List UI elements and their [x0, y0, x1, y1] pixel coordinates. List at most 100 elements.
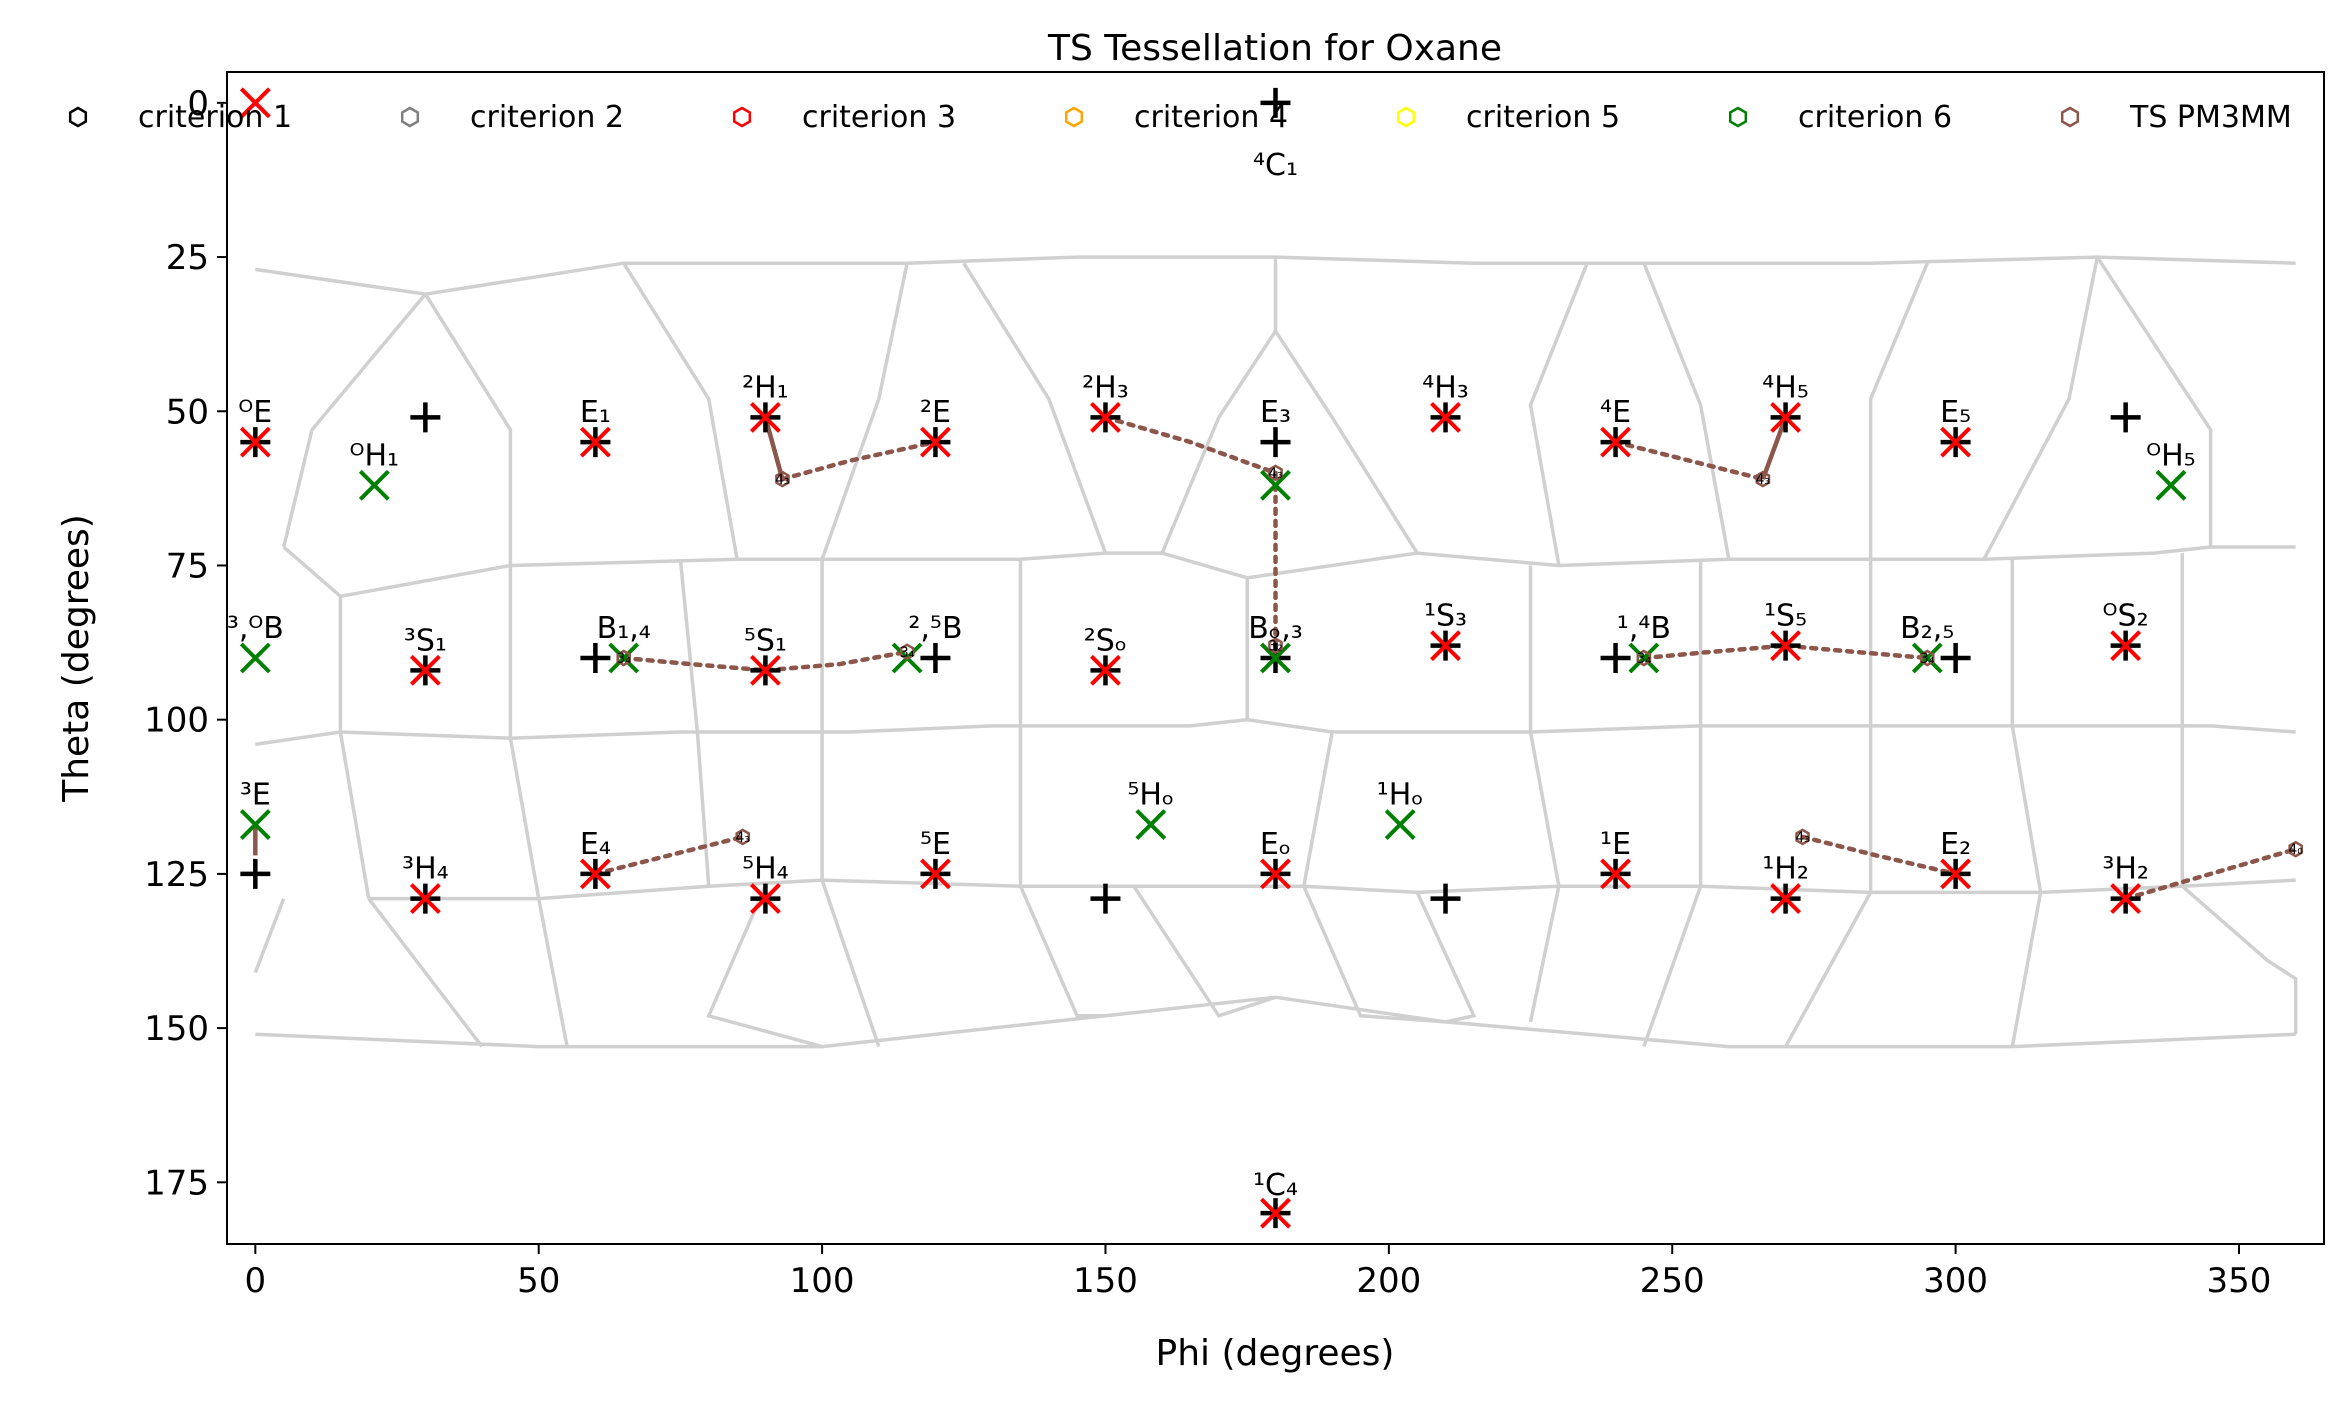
tessellation-edge: [1018, 885, 1106, 1018]
y-tick-label: 75: [166, 546, 209, 586]
point-label: ²Sₒ: [1084, 623, 1127, 658]
tessellation-edge: [2010, 892, 2043, 1047]
point-label: ⁴C₁: [1253, 148, 1298, 183]
ts-marker-label: 3₄: [1637, 651, 1652, 667]
red-x-marker: [1770, 402, 1801, 433]
x-tick-label: 150: [1073, 1261, 1138, 1301]
point-label: ¹,⁴B: [1617, 611, 1671, 646]
point-label: Eₒ: [1260, 827, 1291, 862]
ts-hexagon-marker: [899, 643, 915, 661]
green-x-marker: [358, 469, 390, 501]
tessellation-edge: [367, 897, 484, 1048]
ts-path-solid: [1760, 416, 1788, 480]
point-label: ³H₄: [402, 852, 449, 887]
y-tick-label: 50: [166, 392, 209, 432]
red-x-marker: [579, 858, 611, 890]
green-x-marker: [1135, 809, 1167, 840]
ts-marker-label: 4₀: [2288, 842, 2303, 858]
red-x-marker: [750, 654, 781, 686]
ts-path-solid: [763, 416, 785, 480]
tessellation-edge: [1302, 731, 1334, 887]
ts-marker-label: 4₃: [735, 830, 750, 846]
red-x-marker: [2110, 883, 2142, 914]
ts-path-dotted: [1613, 439, 1766, 482]
y-axis-label: Theta (degrees): [56, 514, 97, 803]
tessellation-edge: [820, 879, 881, 1048]
point-label: E₂: [1940, 827, 1971, 862]
red-x-marker: [579, 426, 611, 458]
ts-hexagon-marker: [1795, 828, 1810, 846]
x-tick-label: 200: [1356, 1261, 1421, 1301]
tessellation-edge: [678, 559, 711, 887]
point-label: ⁴E: [1600, 395, 1631, 430]
reference-plus-marker: [1090, 883, 1121, 914]
point-label: ²E: [920, 395, 951, 430]
red-x-marker: [1600, 858, 1631, 890]
reference-plus-marker: [1260, 427, 1291, 458]
point-label: ⁵E: [920, 827, 951, 862]
ts-marker-label: 3₄: [616, 651, 631, 667]
red-x-marker: [1600, 426, 1631, 458]
ts-marker-label: 4₃: [1795, 830, 1810, 846]
tessellation-edge: [1528, 885, 1561, 1023]
legend-hexagon-icon: [732, 106, 752, 128]
legend-label: criterion 4: [1134, 100, 1288, 135]
red-x-marker: [1090, 402, 1121, 433]
red-x-marker: [1940, 426, 1972, 458]
point-label: ¹H₂: [1762, 852, 1809, 887]
ts-hexagon-marker: [775, 470, 790, 488]
tessellation-edge: [1415, 891, 1477, 1024]
reference-plus-marker: [1600, 643, 1631, 673]
legend-label: criterion 2: [470, 100, 624, 135]
legend: criterion 1 criterion 2 criterion 3 criteri…: [68, 100, 2292, 135]
tessellation-edge: [2010, 559, 2043, 893]
tessellation-edge: [253, 897, 286, 974]
green-x-marker: [1260, 642, 1291, 674]
x-tick-label: 250: [1640, 1261, 1705, 1301]
reference-plus-marker: [2110, 402, 2141, 433]
tessellation-layer: [253, 255, 2298, 1049]
point-label: ⁴H₅: [1762, 370, 1809, 405]
red-x-marker: [920, 858, 951, 890]
point-label: ³H₂: [2102, 852, 2149, 887]
tessellation-edge: [1982, 256, 2100, 561]
tessellation-edge: [423, 293, 513, 566]
x-tick-label: 300: [1923, 1261, 1988, 1301]
legend-hexagon-icon: [2060, 106, 2080, 128]
red-x-marker: [1260, 1197, 1291, 1229]
red-x-marker: [1770, 630, 1801, 662]
point-label: ⁵H₄: [742, 852, 789, 887]
tessellation-edge: [1528, 565, 1561, 887]
tessellation-edge: [338, 596, 371, 899]
red-x-marker: [750, 402, 781, 433]
point-label: Bₒ,₃: [1248, 611, 1303, 646]
ts-path-dotted: [1103, 415, 1278, 476]
point-label: ¹E: [1600, 827, 1631, 862]
point-label-layer: ᴼE ᴼH₁ E₁ ²H₁ ²E ²H₃ E₃ ⁴H₃ ⁴E ⁴H₅ E₅ ᴼH₅ ³,ᴼB ³S₁ B₁,…: [227, 148, 2196, 1203]
ts-path-dotted: [593, 834, 745, 877]
point-label: E₁: [580, 395, 611, 430]
red-x-marker: [750, 883, 781, 914]
point-label: B₂,₅: [1900, 611, 1954, 646]
green-x-marker: [608, 642, 640, 674]
tessellation-edge: [1868, 262, 1929, 560]
x-tick-label: 0: [245, 1261, 267, 1301]
x-axis-ticks: 0 50 100 150 200 250 300 350: [245, 1244, 2271, 1301]
red-x-marker: [239, 87, 271, 119]
tessellation-edge: [1642, 885, 1703, 1048]
ts-hexagon-marker: [1919, 649, 1935, 667]
tessellation-edge: [1784, 891, 1873, 1048]
ts-marker-label: 3₄: [900, 645, 915, 661]
legend-label: criterion 6: [1798, 100, 1952, 135]
tessellation-edge: [1302, 885, 1446, 1024]
legend-label: TS PM3MM: [2129, 100, 2292, 135]
y-tick-label: 125: [144, 855, 209, 895]
tessellation-edge: [706, 885, 823, 1049]
red-x-marker: [409, 883, 441, 914]
red-x-marker: [1940, 858, 1972, 890]
green-x-marker: [1260, 469, 1291, 501]
y-tick-label: 175: [144, 1163, 209, 1203]
ts-marker-label: 4₃: [1268, 466, 1283, 482]
